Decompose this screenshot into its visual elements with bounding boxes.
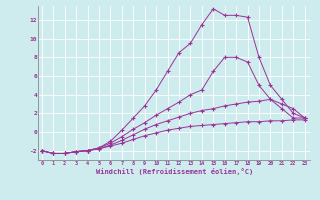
X-axis label: Windchill (Refroidissement éolien,°C): Windchill (Refroidissement éolien,°C) <box>96 168 253 175</box>
